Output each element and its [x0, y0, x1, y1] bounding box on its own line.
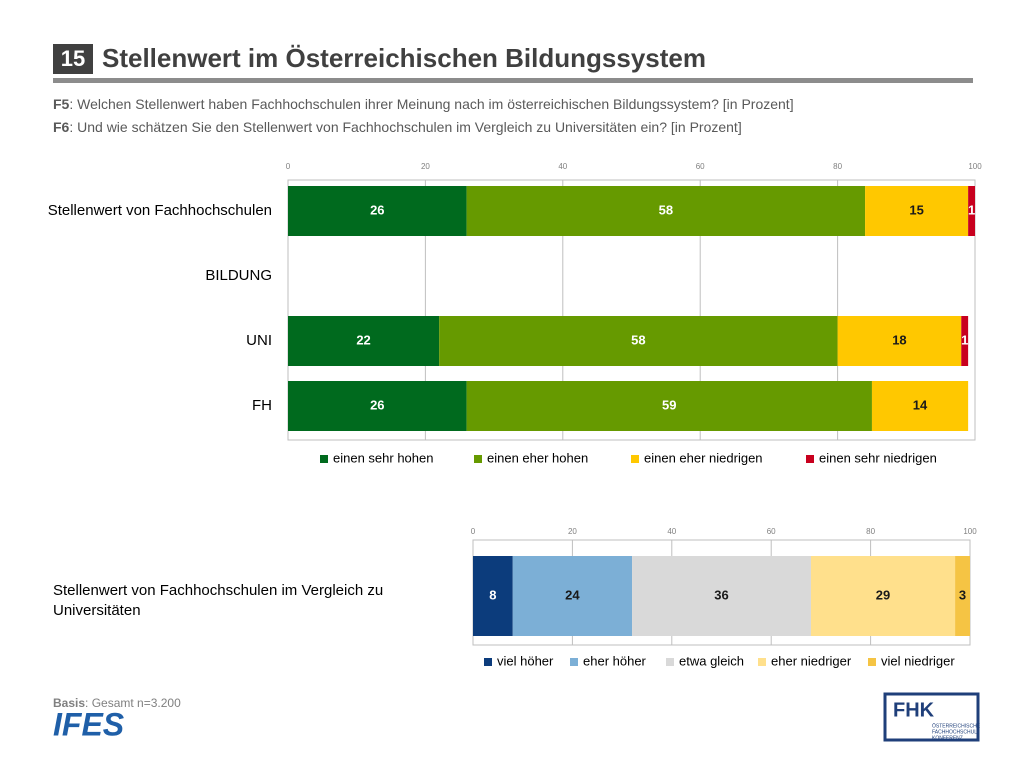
x-tick-label: 80	[833, 162, 842, 171]
category-label: Stellenwert von Fachhochschulen im Vergl…	[53, 582, 384, 619]
question-text: : Welchen Stellenwert haben Fachhochschu…	[69, 96, 794, 112]
bar-segment	[961, 316, 969, 366]
data-label: 29	[876, 587, 890, 602]
legend-swatch	[868, 658, 876, 666]
legend-swatch	[484, 658, 492, 666]
header-badge	[53, 44, 93, 74]
legend-swatch	[631, 455, 639, 463]
x-tick-label: 20	[421, 162, 430, 171]
bar-segment	[871, 381, 969, 431]
category-label: Stellenwert von Fachhochschulen	[48, 202, 272, 219]
bar-segment	[439, 316, 838, 366]
legend-swatch	[570, 658, 578, 666]
category-label: UNI	[246, 332, 272, 349]
data-label: 18	[892, 332, 906, 347]
data-label: 58	[631, 332, 645, 347]
data-label: 14	[913, 397, 928, 412]
x-tick-label: 80	[866, 527, 875, 536]
x-tick-label: 60	[767, 527, 776, 536]
x-tick-label: 0	[471, 527, 476, 536]
legend-label: einen sehr niedrigen	[819, 450, 937, 465]
legend-label: eher höher	[583, 653, 647, 668]
bar-segment	[288, 186, 467, 236]
data-label: 1	[961, 332, 968, 347]
right-logo-text: KONFERENZ	[932, 735, 963, 741]
x-tick-label: 20	[568, 527, 577, 536]
bar-segment	[968, 186, 975, 236]
data-label: 26	[370, 202, 384, 217]
legend-label: viel höher	[497, 653, 554, 668]
bar-segment	[288, 381, 467, 431]
x-tick-label: 40	[667, 527, 676, 536]
x-tick-label: 40	[558, 162, 567, 171]
question-label: F6	[53, 119, 70, 135]
plot-frame	[472, 539, 971, 646]
bar-segment	[865, 186, 969, 236]
header-title: Stellenwert im Österreichischen Bildungs…	[102, 43, 706, 73]
legend-label: etwa gleich	[679, 653, 744, 668]
data-label: 58	[659, 202, 673, 217]
legend-label: einen eher niedrigen	[644, 450, 763, 465]
basis: Basis: Gesamt n=3.200	[53, 696, 181, 710]
basis-text: : Gesamt n=3.200	[85, 696, 181, 710]
right-logo-text: FACHHOCHSCHUL	[932, 729, 977, 735]
question-text: : Und wie schätzen Sie den Stellenwert v…	[69, 119, 742, 135]
legend-label: eher niedriger	[771, 653, 852, 668]
category-label: FH	[252, 397, 272, 414]
legend-swatch	[474, 455, 482, 463]
data-label: 22	[356, 332, 370, 347]
left-logo: IFES	[53, 706, 125, 742]
right-logo-text: ÖSTERREICHISCHE	[932, 722, 981, 729]
bar-segment	[955, 556, 970, 636]
bar-segment	[837, 316, 962, 366]
question-label: F5	[53, 96, 70, 112]
data-label: 26	[370, 397, 384, 412]
data-label: 3	[959, 587, 966, 602]
plot-frame	[287, 179, 976, 441]
bar-segment	[512, 556, 633, 636]
data-label: 24	[565, 587, 580, 602]
header-rule	[53, 78, 973, 83]
category-label: BILDUNG	[205, 267, 272, 284]
x-tick-label: 0	[286, 162, 291, 171]
header-number: 15	[61, 46, 85, 71]
legend-label: einen eher hohen	[487, 450, 588, 465]
data-label: 8	[489, 587, 496, 602]
right-logo-frame	[883, 692, 980, 742]
bar-segment	[810, 556, 956, 636]
data-label: 59	[662, 397, 676, 412]
bar-segment	[466, 186, 866, 236]
x-tick-label: 60	[696, 162, 705, 171]
bar-segment	[288, 316, 440, 366]
legend-swatch	[758, 658, 766, 666]
right-logo: FHK	[893, 699, 935, 721]
bar-segment	[466, 381, 872, 431]
legend-label: einen sehr hohen	[333, 450, 433, 465]
data-label: 1	[968, 202, 975, 217]
question: F5: Welchen Stellenwert haben Fachhochsc…	[53, 96, 794, 112]
bar-segment	[473, 556, 513, 636]
bar-segment	[632, 556, 811, 636]
data-label: 15	[909, 202, 923, 217]
basis-label: Basis	[53, 696, 86, 710]
legend-label: viel niedriger	[881, 653, 955, 668]
legend-swatch	[320, 455, 328, 463]
legend-swatch	[666, 658, 674, 666]
x-tick-label: 100	[963, 527, 977, 536]
data-label: 36	[714, 587, 728, 602]
legend-swatch	[806, 455, 814, 463]
question: F6: Und wie schätzen Sie den Stellenwert…	[53, 119, 742, 135]
x-tick-label: 100	[968, 162, 982, 171]
